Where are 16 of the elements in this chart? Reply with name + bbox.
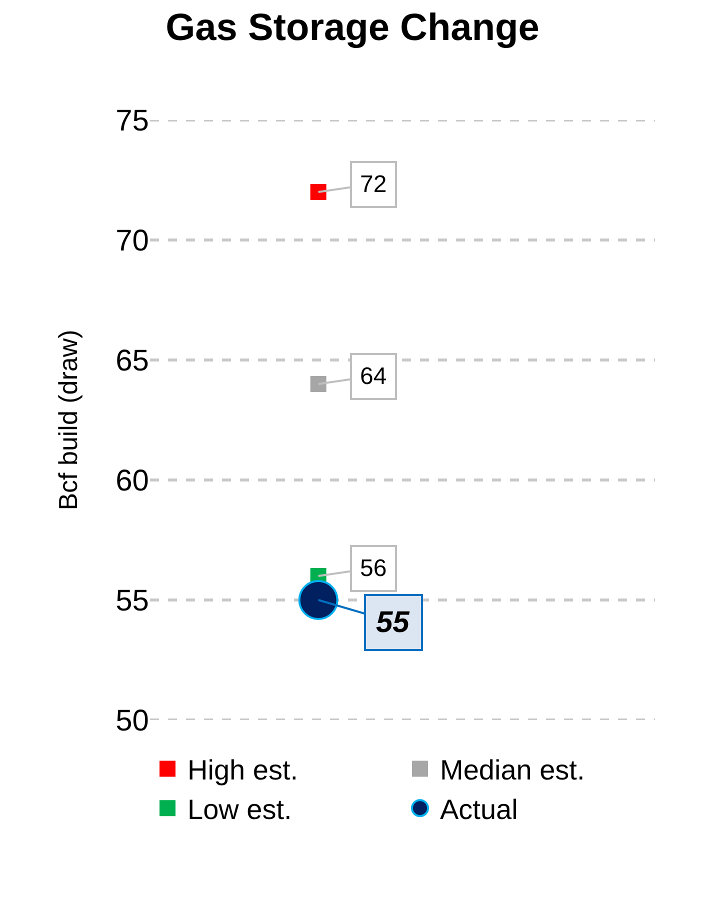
legend-label: Low est. — [188, 794, 292, 826]
y-tick-label: 60 — [116, 464, 149, 498]
y-tick-label: 75 — [116, 104, 149, 138]
legend-label: Median est. — [440, 754, 585, 786]
data-label: 64 — [360, 363, 387, 390]
data-label: 56 — [360, 555, 387, 582]
y-axis-title: Bcf build (draw) — [53, 330, 84, 510]
data-label: 55 — [376, 606, 411, 639]
y-tick-label: 65 — [116, 344, 149, 378]
y-tick-label: 55 — [116, 584, 149, 618]
data-label: 72 — [360, 171, 387, 198]
legend-label: Actual — [440, 794, 518, 826]
chart-title: Gas Storage Change — [166, 7, 540, 50]
y-tick-label: 50 — [116, 704, 149, 738]
y-tick-label: 70 — [116, 224, 149, 258]
legend-label: High est. — [188, 754, 298, 786]
